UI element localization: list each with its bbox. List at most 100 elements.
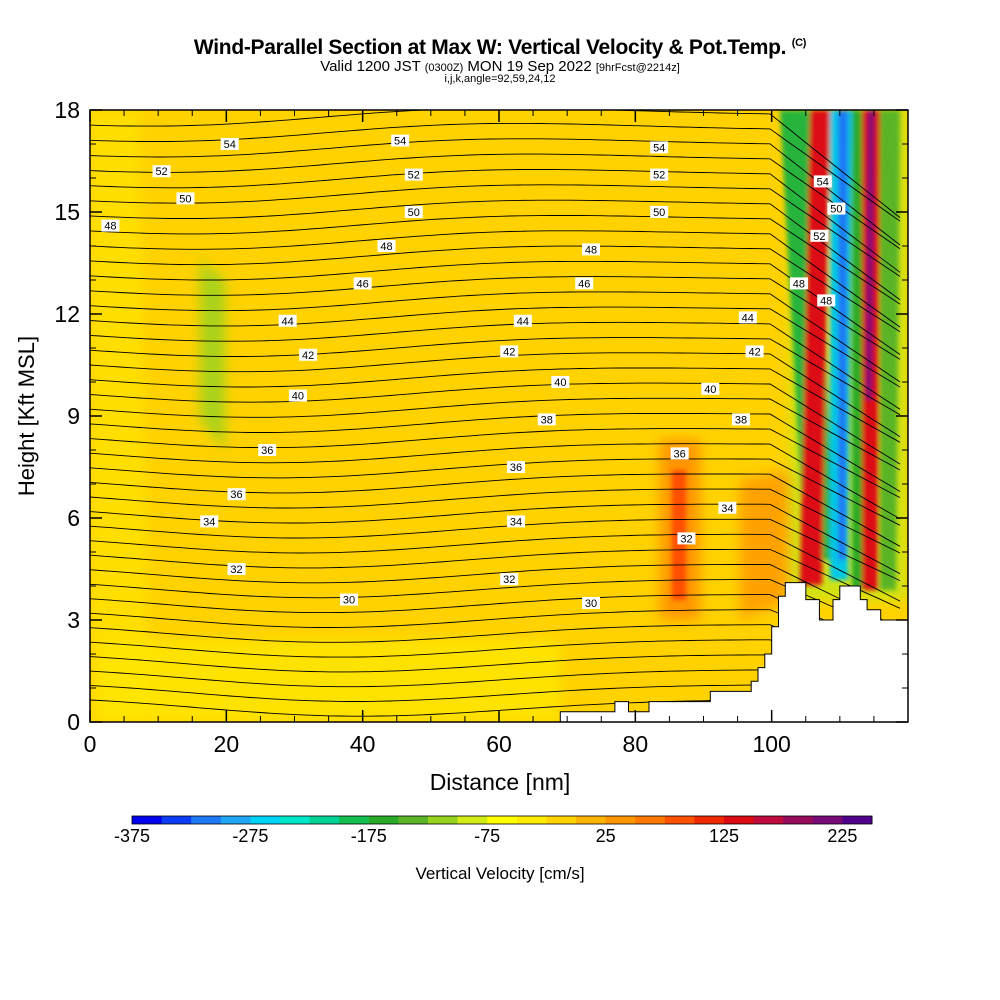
contour-label-box (227, 488, 246, 501)
theta-contour (90, 276, 901, 360)
shading-band (852, 110, 864, 590)
shading-band (880, 110, 900, 590)
contour-label: 52 (810, 229, 829, 243)
colorbar-tick-label: -375 (113, 826, 151, 846)
theta-contour (90, 184, 901, 277)
contour-label: 48 (377, 240, 396, 253)
theta-contour (90, 291, 901, 383)
contour-label-text: 30 (343, 595, 355, 607)
contour-label-box (340, 593, 359, 606)
grid-indices-line: i,j,k,angle=92,59,24,12 (444, 73, 556, 85)
contour-label-text: 50 (830, 204, 842, 216)
contour-label-text: 52 (813, 231, 825, 243)
theta-contour (90, 199, 901, 301)
theta-contour (90, 260, 901, 355)
theta-contour (90, 169, 901, 273)
contour-label-text: 46 (578, 278, 590, 290)
theta-contour (90, 245, 901, 333)
colorbar-swatch (842, 816, 873, 824)
contour-label-box (575, 277, 594, 290)
colorbar-swatch (812, 816, 843, 824)
contour-label-text: 52 (155, 166, 167, 178)
contour-label-box (507, 461, 526, 473)
contour-label-box (738, 311, 757, 324)
theta-contour (90, 367, 901, 443)
colorbar-swatch (605, 816, 636, 824)
contour-label: 40 (701, 382, 720, 396)
contour-label-box (650, 141, 669, 154)
contour-label: 34 (718, 501, 737, 515)
contour-label-box (513, 314, 532, 327)
contour-label-text: 50 (408, 207, 420, 219)
colorbar-tick-label: -75 (474, 826, 501, 846)
theta-contour (90, 110, 901, 218)
chart-title: Wind-Parallel Section at Max W: Vertical… (193, 36, 807, 59)
contour-label: 42 (500, 345, 519, 358)
contour-label-box (817, 294, 836, 307)
contour-label: 36 (227, 488, 246, 501)
plot-background (90, 110, 908, 722)
theta-contour (90, 337, 901, 416)
contour-label-text: 32 (503, 574, 515, 586)
contour-label-text: 50 (179, 193, 191, 205)
contour-label-box (677, 532, 696, 545)
contour-label-text: 52 (653, 170, 665, 182)
contour-label-box (650, 206, 669, 218)
contour-label-text: 54 (653, 142, 665, 154)
contour-label-text: 42 (302, 350, 314, 362)
colorbar-swatch (398, 816, 429, 824)
contour-label: 50 (827, 202, 846, 216)
shading-region (100, 640, 560, 722)
contour-label-text: 42 (503, 346, 515, 358)
contour-label-box (353, 277, 372, 290)
contour-label: 54 (220, 138, 239, 151)
contour-label-text: 34 (510, 516, 522, 528)
contour-label-text: 32 (230, 564, 242, 576)
colorbar-swatch (457, 816, 488, 824)
contour-label-text: 54 (817, 176, 829, 188)
theta-contour (90, 413, 901, 492)
contour-label-text: 50 (653, 207, 665, 219)
contour-label-box (101, 219, 120, 232)
contour-label-text: 40 (704, 384, 716, 396)
contour-label-box (227, 563, 246, 575)
y-tick-label: 3 (67, 607, 80, 633)
contour-label-box (537, 413, 556, 426)
contour-label: 44 (278, 314, 297, 328)
x-tick-label: 20 (214, 731, 240, 757)
contour-label-box (258, 444, 277, 456)
contour-label-text: 36 (261, 445, 273, 457)
colorbar-tick-label: 225 (827, 826, 858, 846)
contour-label: 48 (101, 219, 120, 233)
y-tick-label: 0 (67, 709, 80, 735)
contour-label-text: 38 (541, 414, 553, 426)
contour-label: 32 (677, 532, 696, 545)
contour-label-box (650, 168, 669, 181)
colorbar-swatch (250, 816, 281, 824)
x-tick-label: 40 (350, 731, 376, 757)
contour-label-box (391, 134, 410, 147)
contour-label-text: 40 (554, 377, 566, 389)
contour-label: 38 (731, 413, 750, 426)
theta-contour (90, 352, 901, 438)
colorbar-swatch (161, 816, 192, 824)
y-tick-label: 18 (54, 97, 80, 123)
theta-contour (90, 564, 901, 629)
theta-contour (90, 443, 901, 520)
contour-label-text: 48 (793, 278, 805, 290)
contour-label-box (299, 348, 318, 361)
contour-label: 54 (813, 175, 832, 188)
contour-label-text: 48 (104, 221, 116, 233)
contour-label: 50 (650, 206, 669, 219)
contour-label-box (288, 389, 307, 402)
theta-contour (90, 397, 901, 471)
contour-label-box (500, 345, 519, 358)
contour-label-text: 48 (585, 244, 597, 256)
contour-label-text: 54 (394, 136, 406, 148)
colorbar-swatch (694, 816, 725, 824)
contour-label: 32 (500, 573, 519, 586)
contour-label-text: 34 (203, 516, 215, 528)
colorbar-tick-label: -175 (350, 826, 387, 846)
contour-label-text: 54 (224, 139, 236, 151)
valid-time-line: Valid 1200 JST (0300Z) MON 19 Sep 2022 [… (320, 58, 680, 75)
